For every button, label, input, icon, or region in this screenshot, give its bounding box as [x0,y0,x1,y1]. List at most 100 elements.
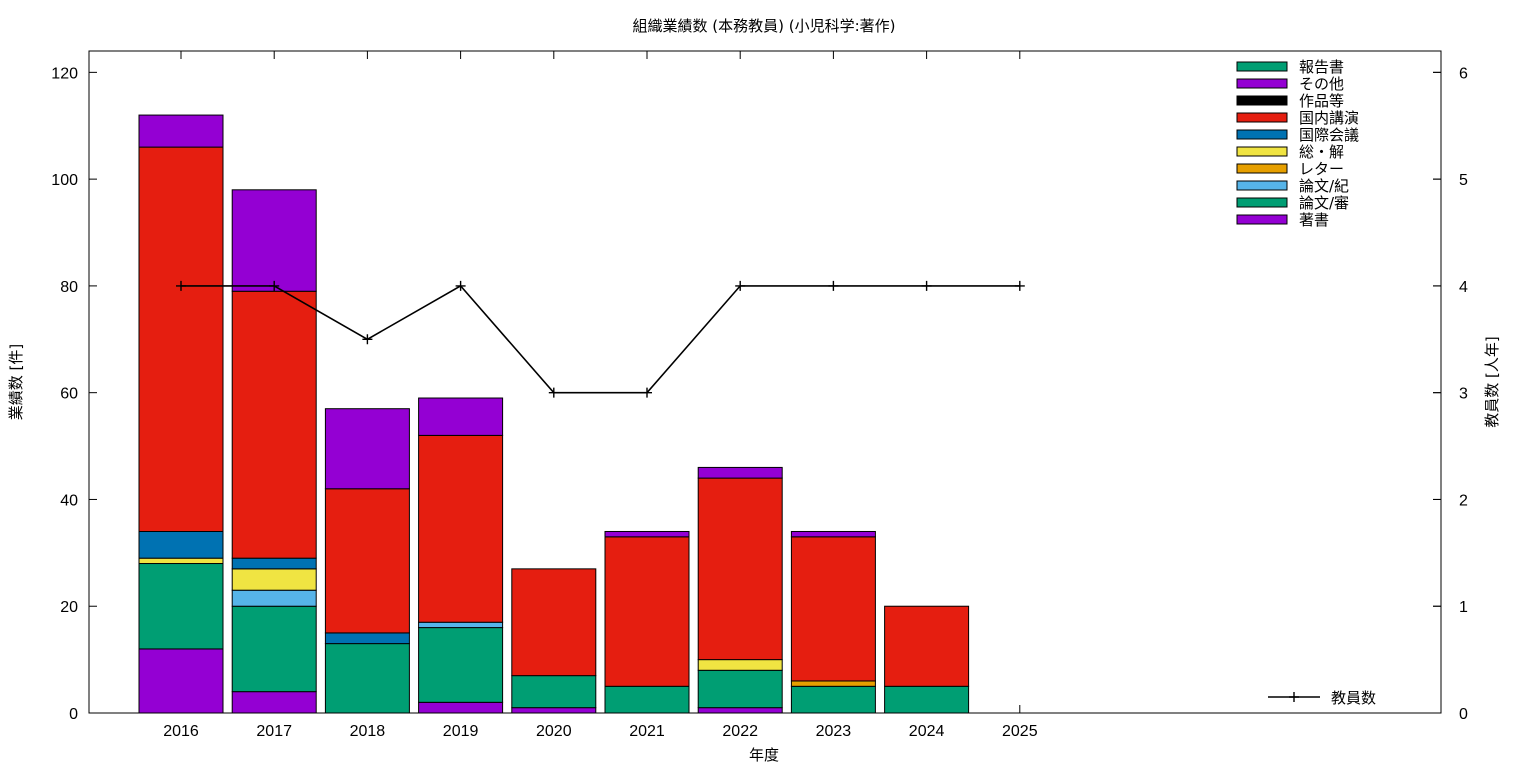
x-axis-label: 年度 [749,746,779,764]
x-tick-label: 2024 [909,723,945,740]
plot-frame [88,50,1442,714]
x-tick-label: 2025 [1002,723,1038,740]
y2-tick-label: 3 [1459,386,1468,403]
bar-segment [231,290,317,559]
line-point [642,387,652,398]
faculty-line [176,280,1025,398]
y2-tick-label: 0 [1459,706,1468,723]
bar-segment [604,536,690,687]
bar-segment [697,477,783,661]
chart-title: 組織業績数 (本務教員) (小児科学:著作) [633,17,896,35]
bar-segment [418,701,504,714]
line-point [548,387,559,398]
bar-segment [697,466,783,479]
legend-line-marker [1289,692,1299,702]
bar-segment [790,530,876,538]
x-tick-label: 2018 [350,723,386,740]
bar-segment [511,707,597,714]
legend-swatch [1236,197,1288,208]
x-tick-label: 2021 [629,723,665,740]
y-tick-label: 120 [51,65,78,82]
bar-segment [231,691,317,714]
bar-segment [418,627,504,703]
y-axis-label: 業績数 [件] [7,344,25,420]
line-point [921,280,932,291]
legend-swatch [1236,180,1288,191]
line-point [828,280,839,291]
bar-segment [324,408,410,490]
bar-segment [138,114,224,148]
bar-segment [511,675,597,709]
bar-segment [138,146,224,532]
bar-segment [231,557,317,570]
bar-segment [138,648,224,714]
bar-segment [884,605,970,687]
y-tick-label: 60 [60,386,78,403]
bar-segment [138,563,224,650]
bar-segment [324,643,410,714]
legend-line-label: 教員数 [1331,689,1376,707]
x-tick-label: 2019 [443,723,479,740]
legend-label: 報告書 [1299,58,1344,76]
y-tick-label: 20 [60,599,78,616]
legend-label: 論文/審 [1299,194,1349,212]
legend-swatch [1236,129,1288,140]
legend-swatch [1236,214,1288,225]
x-tick-label: 2022 [722,723,758,740]
y-tick-label: 40 [60,492,78,509]
y-tick-label: 80 [60,279,78,296]
bar-segment [697,659,783,671]
legend-label: その他 [1299,75,1344,93]
bar-segment [884,685,970,714]
bar-segment [697,669,783,709]
bar-segment [324,632,410,645]
bar-segment [604,530,690,538]
bar-segment [790,536,876,682]
line-point [269,280,280,291]
y2-axis-label: 教員数 [人年] [1483,336,1501,427]
bar-segment [231,189,317,292]
bar-segment [604,685,690,714]
bar-segment [231,568,317,591]
y2-tick-label: 4 [1459,279,1468,296]
legend-swatch [1236,112,1288,123]
legend-label: 著書 [1299,211,1329,229]
x-tick-label: 2020 [536,723,572,740]
line-point [176,280,186,291]
line-point [735,280,746,291]
bar-segment [231,605,317,693]
legend-label: 論文/紀 [1299,177,1349,195]
bar-segment [138,557,224,565]
legend-label: 国際会議 [1299,126,1359,144]
bar-segment [790,685,876,714]
tick-labels: 0 20 40 60 80 100 120 0 1 2 3 4 5 6 2016 2017 2018 2019 20… [51,65,1468,740]
x-tick-label: 2017 [256,723,292,740]
legend-swatch [1236,61,1288,72]
line-point [362,334,373,345]
bar-segment [790,680,876,687]
bar-segment [697,707,783,714]
bars [138,114,970,714]
y2-tick-label: 1 [1459,599,1468,616]
x-tick-label: 2023 [816,723,852,740]
line-point [455,280,466,291]
legend-label: 総・解 [1299,143,1344,161]
y-tick-label: 0 [69,706,78,723]
bar-segment [418,397,504,436]
y-tick-label: 100 [51,172,78,189]
legend-swatch [1236,95,1288,106]
x-tick-label: 2016 [163,723,199,740]
bar-segment [418,621,504,629]
bar-segment [324,488,410,634]
line-point [1014,280,1025,291]
y2-tick-label: 2 [1459,492,1468,509]
legend-label: 国内講演 [1299,109,1359,127]
faculty-line-path [181,284,1020,394]
legend-swatch [1236,163,1288,174]
y2-tick-label: 5 [1459,172,1468,189]
legend-label: レター [1299,160,1344,178]
bar-segment [138,530,224,559]
bar-segment [511,568,597,677]
